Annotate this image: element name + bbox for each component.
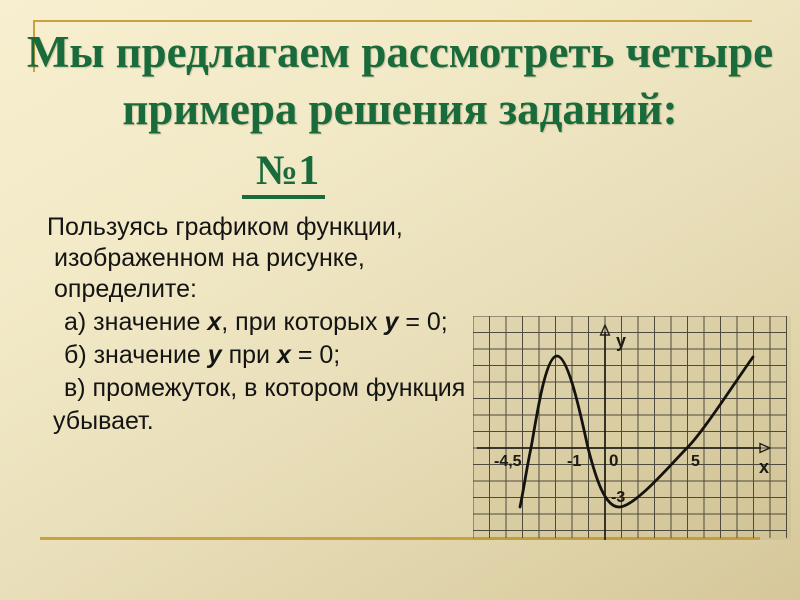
task-item-c-line1: в) промежуток, в котором функция <box>64 374 466 402</box>
top-border-line <box>33 20 752 22</box>
function-curve <box>518 354 755 509</box>
bottom-border-line <box>40 537 760 540</box>
task-item-b: б) значение у при х = 0; <box>64 341 341 369</box>
task-item-a: а) значение х, при которых у = 0; <box>64 308 448 336</box>
task-text-block: Пользуясь графиком функции, изображенном… <box>40 212 490 437</box>
task-number-label: №1 <box>242 148 326 199</box>
task-intro-line2: изображенном на рисунке, определите: <box>54 244 365 303</box>
tick-label-neg3: -3 <box>611 489 625 506</box>
y-axis-arrow-icon <box>599 323 611 336</box>
y-axis-label: y <box>616 331 626 351</box>
var-y: у <box>384 308 399 336</box>
x-axis-arrow-icon <box>759 442 772 454</box>
slide-title: Мы предлагаем рассмотреть четыре примера… <box>0 24 800 138</box>
left-border-corner-line <box>33 20 35 72</box>
x-axis-label: x <box>759 457 769 477</box>
task-number: №1 <box>242 148 326 199</box>
tick-label-neg4-5: -4,5 <box>494 453 522 470</box>
slide-title-line2: примера решения заданий: <box>122 84 678 134</box>
tick-label-5: 5 <box>691 453 700 470</box>
origin-label: 0 <box>609 451 618 470</box>
slide-title-line1: Мы предлагаем рассмотреть четыре <box>26 27 774 77</box>
task-intro-line1: Пользуясь графиком функции, <box>47 213 403 241</box>
var-x: х <box>276 341 291 369</box>
function-graph: y x -4,5 -1 0 5 -3 <box>473 316 791 540</box>
var-y: у <box>207 341 222 369</box>
task-item-c-line2: убывает. <box>53 407 154 435</box>
tick-label-neg1: -1 <box>567 453 581 470</box>
var-x: х <box>207 308 222 336</box>
